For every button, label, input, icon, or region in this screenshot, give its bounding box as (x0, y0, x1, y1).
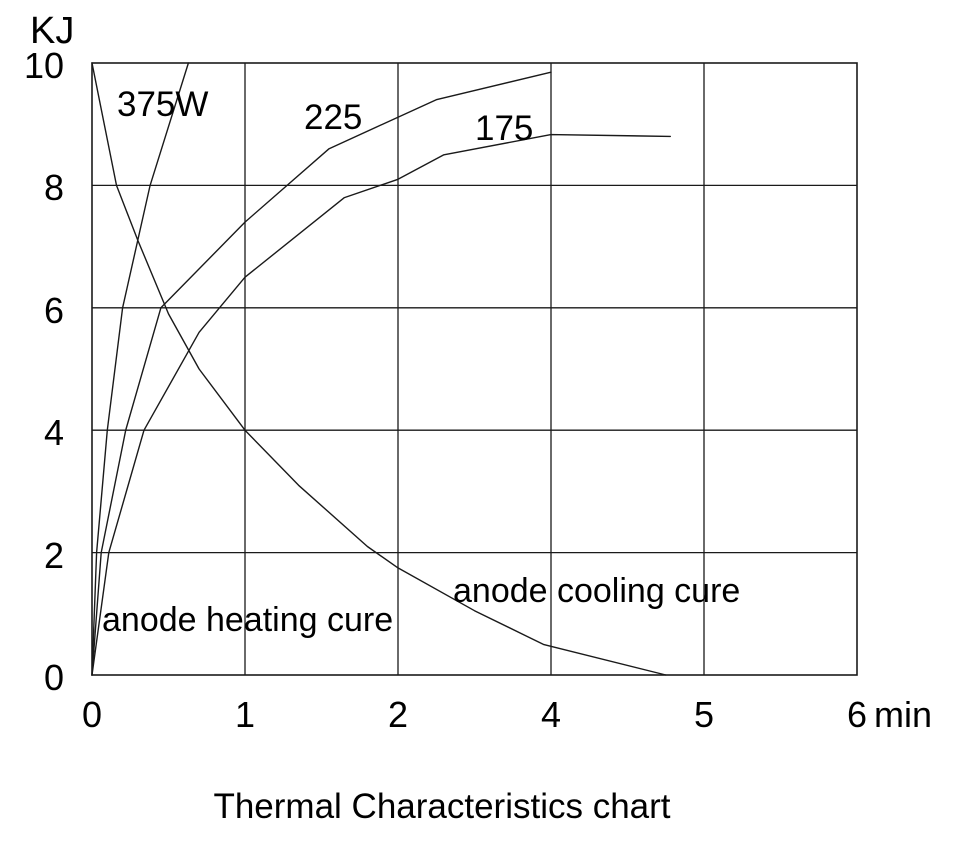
curve-label-225: 225 (304, 98, 363, 137)
curve-anode-cooling-cure (91, 62, 667, 676)
curve-225 (91, 71, 552, 676)
x-tick-label: 1 (234, 694, 256, 735)
x-tick-label: 0 (81, 694, 103, 735)
cooling-curve-annotation: anode cooling cure (453, 572, 741, 610)
plot-area (91, 62, 858, 676)
y-tick-label: 0 (43, 657, 64, 698)
x-tick-label: 5 (693, 694, 715, 735)
y-tick-label: 8 (43, 167, 64, 209)
heating-curve-annotation: anode heating cure (102, 601, 394, 639)
x-tick-label: 6 (846, 694, 868, 735)
y-tick-label: 2 (43, 534, 64, 576)
curve-label-175: 175 (475, 109, 534, 148)
x-tick-label: 2 (387, 694, 409, 735)
plot-border (91, 62, 858, 676)
x-tick-label: 4 (540, 694, 562, 735)
curve-375W (91, 62, 190, 676)
chart-title: Thermal Characteristics chart (213, 787, 671, 826)
curve-label-375w: 375W (117, 85, 209, 124)
y-tick-label: 6 (43, 289, 64, 331)
x-axis-unit-label: min (874, 694, 933, 735)
y-tick-label: 4 (43, 412, 64, 454)
curve-175 (91, 133, 671, 676)
y-tick-label: 10 (23, 45, 64, 86)
y-axis-unit-label: KJ (30, 10, 75, 52)
